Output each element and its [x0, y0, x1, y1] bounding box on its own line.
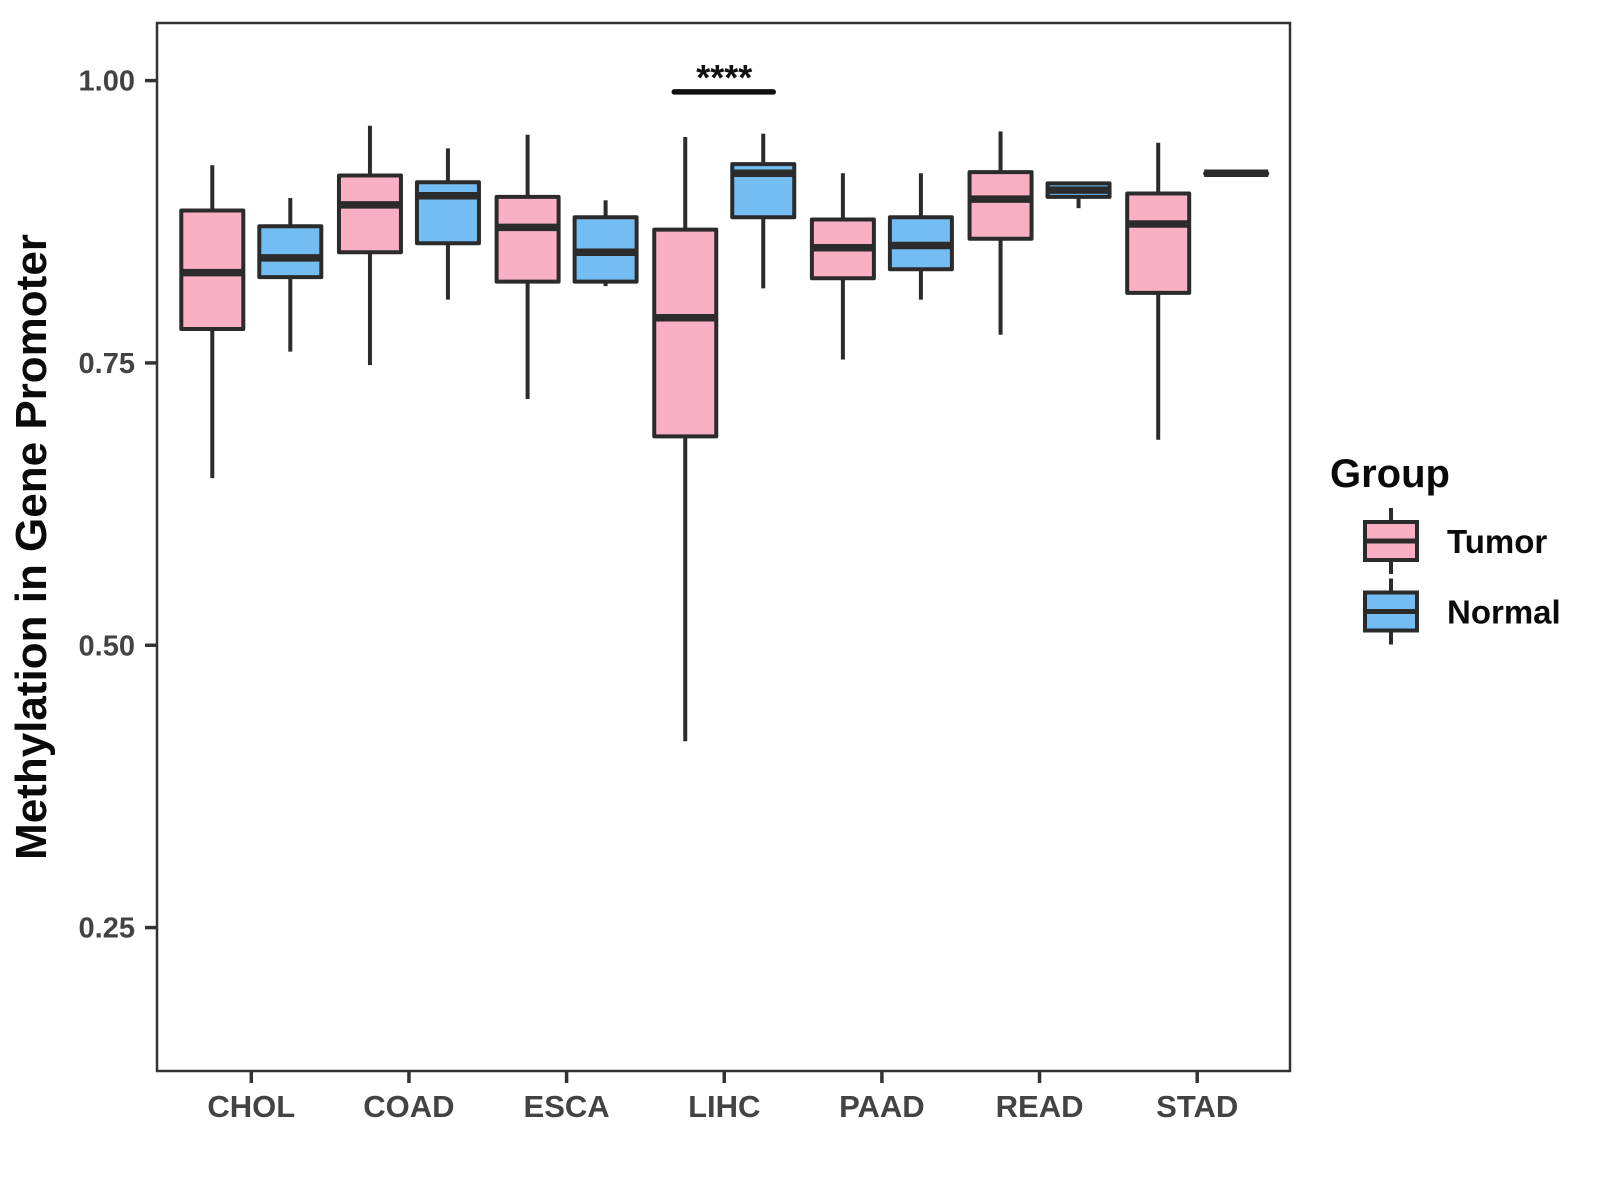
iqr-box: [967, 170, 1034, 241]
legend-key-normal: Normal: [1363, 578, 1561, 645]
box-normal-LIHC: [730, 133, 797, 289]
box-tumor-ESCA: [494, 134, 561, 400]
iqr-box: [257, 224, 324, 280]
x-tick-label-READ: READ: [996, 1089, 1084, 1124]
iqr-box: [494, 194, 561, 284]
iqr-box: [652, 227, 719, 439]
box-tumor-COAD: [336, 125, 403, 366]
x-axis: CHOL COAD ESCA LIHC PAAD READ STAD: [207, 1071, 1238, 1124]
box-normal-CHOL: [257, 198, 324, 352]
x-tick-label-STAD: STAD: [1156, 1089, 1238, 1124]
iqr-box: [336, 173, 403, 255]
box-tumor-LIHC: [652, 137, 719, 742]
significance-stars: ****: [696, 57, 752, 98]
iqr-box: [1125, 191, 1192, 295]
legend-label-normal: Normal: [1447, 594, 1561, 631]
legend-label-tumor: Tumor: [1447, 523, 1547, 560]
iqr-box: [414, 180, 481, 246]
y-tick-label: 0.75: [79, 348, 135, 380]
box-normal-STAD: [1203, 169, 1270, 177]
y-tick-label: 1.00: [79, 66, 135, 98]
x-tick-label-CHOL: CHOL: [207, 1089, 295, 1124]
box-tumor-STAD: [1125, 142, 1192, 440]
significance-annotation: ****: [671, 57, 776, 98]
legend-title: Group: [1330, 452, 1450, 496]
legend-key-tumor: Tumor: [1363, 508, 1547, 574]
box-normal-ESCA: [572, 200, 639, 287]
box-tumor-CHOL: [179, 165, 246, 479]
y-tick-label: 0.25: [79, 913, 135, 945]
box-normal-COAD: [414, 148, 481, 300]
x-tick-label-PAAD: PAAD: [839, 1089, 925, 1124]
legend: Group Tumor Normal: [1330, 452, 1561, 645]
plot-panel: [155, 21, 1292, 1073]
box-tumor-READ: [967, 131, 1034, 335]
box-normal-READ: [1045, 181, 1112, 209]
box-normal-PAAD: [887, 173, 954, 300]
x-tick-label-ESCA: ESCA: [524, 1089, 610, 1124]
x-tick-label-COAD: COAD: [363, 1089, 454, 1124]
y-axis-title: Methylation in Gene Promoter: [7, 234, 56, 860]
y-axis: 1.00 0.75 0.50 0.25 Methylation in Gene Prom…: [7, 66, 157, 945]
x-tick-label-LIHC: LIHC: [688, 1089, 760, 1124]
box-tumor-PAAD: [809, 173, 876, 360]
y-tick-label: 0.50: [79, 630, 135, 662]
